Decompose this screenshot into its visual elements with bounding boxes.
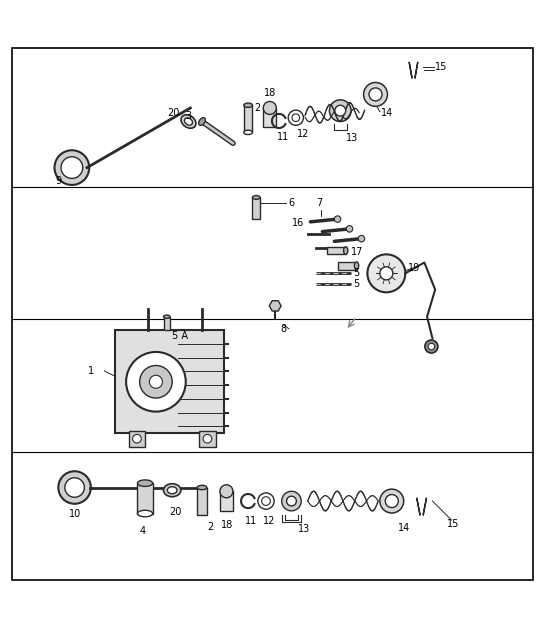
Text: 12: 12 — [263, 516, 276, 526]
Polygon shape — [423, 498, 427, 515]
Circle shape — [329, 100, 351, 121]
Circle shape — [54, 150, 89, 185]
Polygon shape — [409, 62, 412, 78]
Bar — [220, 491, 233, 511]
Text: 1: 1 — [88, 366, 94, 376]
Text: 5: 5 — [353, 268, 359, 278]
Ellipse shape — [181, 115, 196, 128]
Text: 10: 10 — [69, 509, 81, 519]
Polygon shape — [417, 498, 420, 515]
Text: 11: 11 — [245, 516, 258, 526]
Text: 4: 4 — [140, 526, 146, 536]
Circle shape — [258, 493, 274, 509]
Text: 17: 17 — [351, 247, 364, 257]
Text: 16: 16 — [292, 219, 304, 229]
Text: 3: 3 — [186, 111, 192, 121]
Circle shape — [282, 491, 301, 511]
Circle shape — [364, 82, 387, 106]
Circle shape — [380, 489, 404, 513]
Text: 6: 6 — [289, 198, 295, 208]
Ellipse shape — [197, 485, 207, 490]
Text: 8: 8 — [281, 323, 287, 333]
Circle shape — [346, 225, 353, 232]
Ellipse shape — [252, 195, 260, 199]
Text: 19: 19 — [408, 263, 420, 273]
Circle shape — [288, 110, 304, 126]
Circle shape — [140, 365, 172, 398]
Bar — [137, 483, 153, 514]
Bar — [252, 197, 260, 219]
Text: 5 A: 5 A — [172, 331, 188, 340]
Circle shape — [61, 157, 83, 178]
Text: 14: 14 — [381, 109, 393, 118]
Ellipse shape — [199, 117, 205, 126]
Bar — [197, 487, 207, 514]
Text: 20: 20 — [169, 507, 182, 517]
Text: 2: 2 — [208, 522, 214, 532]
Circle shape — [369, 88, 382, 101]
Text: 9: 9 — [56, 176, 62, 186]
Ellipse shape — [137, 480, 153, 487]
Ellipse shape — [164, 315, 170, 318]
Ellipse shape — [343, 247, 348, 254]
Ellipse shape — [184, 118, 192, 125]
Circle shape — [428, 344, 434, 350]
Text: 15: 15 — [435, 62, 447, 72]
Circle shape — [262, 497, 270, 506]
Circle shape — [358, 236, 365, 242]
Text: 15: 15 — [447, 519, 459, 529]
Text: 11: 11 — [277, 133, 289, 142]
Circle shape — [287, 496, 296, 506]
Circle shape — [335, 106, 346, 116]
Circle shape — [126, 352, 186, 411]
Polygon shape — [269, 301, 281, 311]
Text: 5: 5 — [353, 279, 359, 289]
Text: 20: 20 — [167, 109, 179, 118]
Ellipse shape — [167, 487, 177, 494]
Bar — [129, 431, 145, 447]
Ellipse shape — [354, 262, 359, 269]
Bar — [244, 106, 252, 133]
Circle shape — [65, 478, 84, 497]
Circle shape — [132, 435, 141, 443]
Text: 2: 2 — [255, 103, 261, 113]
Bar — [337, 262, 356, 269]
Circle shape — [367, 254, 405, 292]
Bar — [199, 431, 216, 447]
Bar — [115, 330, 223, 433]
Text: 12: 12 — [297, 129, 309, 139]
Text: 14: 14 — [398, 523, 410, 533]
Bar — [164, 317, 170, 330]
Circle shape — [334, 216, 341, 222]
Circle shape — [380, 267, 393, 280]
Polygon shape — [415, 62, 418, 78]
Circle shape — [203, 435, 212, 443]
Circle shape — [263, 102, 276, 114]
Text: 13: 13 — [346, 133, 358, 143]
Circle shape — [149, 376, 162, 388]
Ellipse shape — [164, 484, 181, 497]
Bar — [263, 108, 276, 127]
Text: 18: 18 — [264, 89, 277, 99]
Bar — [326, 247, 346, 254]
Ellipse shape — [244, 130, 252, 134]
Ellipse shape — [244, 103, 252, 107]
Ellipse shape — [137, 511, 153, 517]
Circle shape — [425, 340, 438, 353]
Circle shape — [292, 114, 300, 121]
Text: 7: 7 — [316, 198, 322, 208]
Text: 18: 18 — [221, 521, 233, 531]
Text: 13: 13 — [298, 524, 310, 534]
Circle shape — [220, 485, 233, 498]
Circle shape — [58, 471, 91, 504]
Circle shape — [385, 495, 398, 507]
